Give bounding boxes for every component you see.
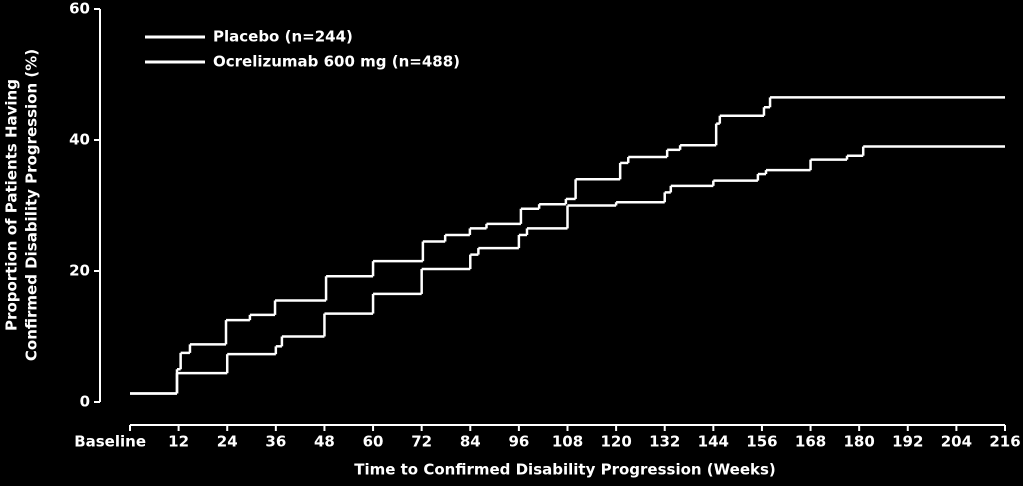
x-axis-label: Time to Confirmed Disability Progression… [354, 461, 776, 479]
x-tick-label: 144 [698, 433, 729, 451]
x-tick-label: 36 [265, 433, 286, 451]
x-tick-label: 60 [363, 433, 384, 451]
y-tick-label: 40 [69, 131, 90, 149]
x-tick-label: 120 [600, 433, 631, 451]
x-tick-label: 72 [411, 433, 432, 451]
x-tick-label: 24 [217, 433, 238, 451]
x-tick-label: 168 [795, 433, 826, 451]
legend-label: Placebo (n=244) [213, 28, 353, 46]
x-tick-label: 216 [989, 433, 1020, 451]
x-tick-label: 12 [168, 433, 189, 451]
x-tick-label: 132 [649, 433, 680, 451]
x-tick-label: 192 [892, 433, 923, 451]
y-axis-label: Confirmed Disability Progression (%) [23, 49, 41, 361]
x-tick-label: 108 [552, 433, 583, 451]
y-axis-label: Proportion of Patients Having [3, 79, 21, 331]
x-tick-label: 84 [460, 433, 481, 451]
x-tick-label: Baseline [74, 433, 146, 451]
x-tick-label: 96 [508, 433, 529, 451]
x-tick-label: 204 [941, 433, 972, 451]
x-tick-label: 48 [314, 433, 335, 451]
x-tick-label: 156 [746, 433, 777, 451]
legend-label: Ocrelizumab 600 mg (n=488) [213, 53, 460, 71]
y-tick-label: 0 [80, 393, 90, 411]
y-tick-label: 60 [69, 0, 90, 18]
x-tick-label: 180 [844, 433, 875, 451]
y-tick-label: 20 [69, 262, 90, 280]
